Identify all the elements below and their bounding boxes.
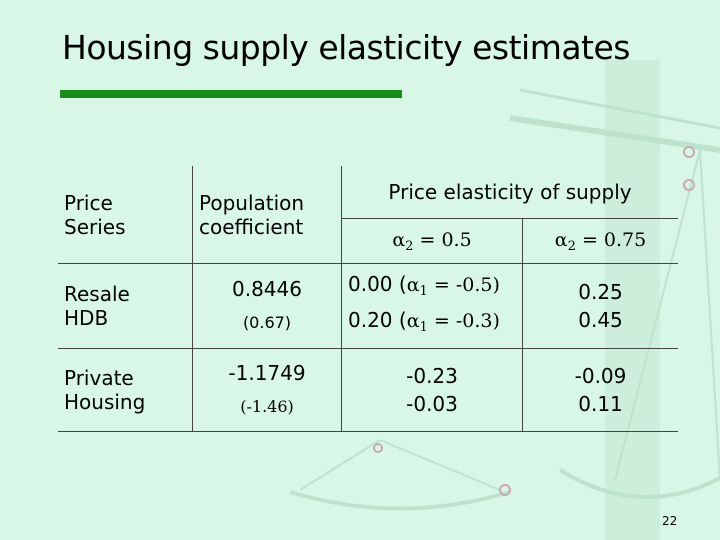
elasticity-low-line1: 0.00 (α1 = -0.5) bbox=[348, 272, 500, 299]
header-price-series: Price Series bbox=[58, 166, 193, 264]
coefficient-cell: -1.1749 (-1.46) bbox=[192, 348, 342, 432]
elasticity-high-line1: -0.09 bbox=[574, 364, 627, 388]
row-label-private-housing: Private Housing bbox=[58, 348, 193, 432]
elasticity-high-cell: 0.25 0.45 bbox=[523, 264, 679, 349]
page-number: 22 bbox=[662, 514, 678, 528]
t-stat-value: (-1.46) bbox=[240, 397, 294, 416]
title-underline-bar bbox=[60, 90, 402, 98]
header-price-series-text: Price Series bbox=[64, 190, 126, 239]
header-population-coefficient: Population coefficient bbox=[192, 166, 342, 264]
elasticity-high-line2: 0.45 bbox=[578, 308, 623, 332]
header-alpha2-low: α2 = 0.5 bbox=[341, 218, 523, 264]
elasticity-low-line1: -0.23 bbox=[406, 364, 458, 388]
header-population-coefficient-text: Population coefficient bbox=[199, 190, 305, 239]
coefficient-value: -1.1749 bbox=[228, 361, 306, 385]
elasticity-low-cell: -0.23 -0.03 bbox=[341, 348, 523, 432]
elasticity-high-cell: -0.09 0.11 bbox=[523, 349, 679, 432]
elasticity-low-line2: 0.20 (α1 = -0.3) bbox=[348, 308, 500, 335]
coefficient-value: 0.8446 bbox=[232, 277, 302, 301]
elasticity-low-line2: -0.03 bbox=[406, 392, 458, 416]
elasticity-high-line1: 0.25 bbox=[578, 280, 623, 304]
header-alpha2-high: α2 = 0.75 bbox=[554, 228, 647, 254]
header-price-elasticity: Price elasticity of supply bbox=[341, 166, 678, 219]
elasticity-high-line2: 0.11 bbox=[578, 392, 623, 416]
elasticity-table: Price Series Population coefficient Pric… bbox=[58, 166, 678, 432]
coefficient-cell: 0.8446 (0.67) bbox=[192, 263, 342, 349]
t-stat-value: (0.67) bbox=[242, 313, 292, 332]
row-label-resale-hdb: Resale HDB bbox=[58, 263, 193, 349]
slide-title: Housing supply elasticity estimates bbox=[62, 28, 631, 67]
row-label-text: Resale HDB bbox=[64, 282, 130, 330]
row-label-text: Private Housing bbox=[64, 366, 146, 414]
elasticity-low-cell: 0.00 (α1 = -0.5) 0.20 (α1 = -0.3) bbox=[341, 263, 523, 349]
